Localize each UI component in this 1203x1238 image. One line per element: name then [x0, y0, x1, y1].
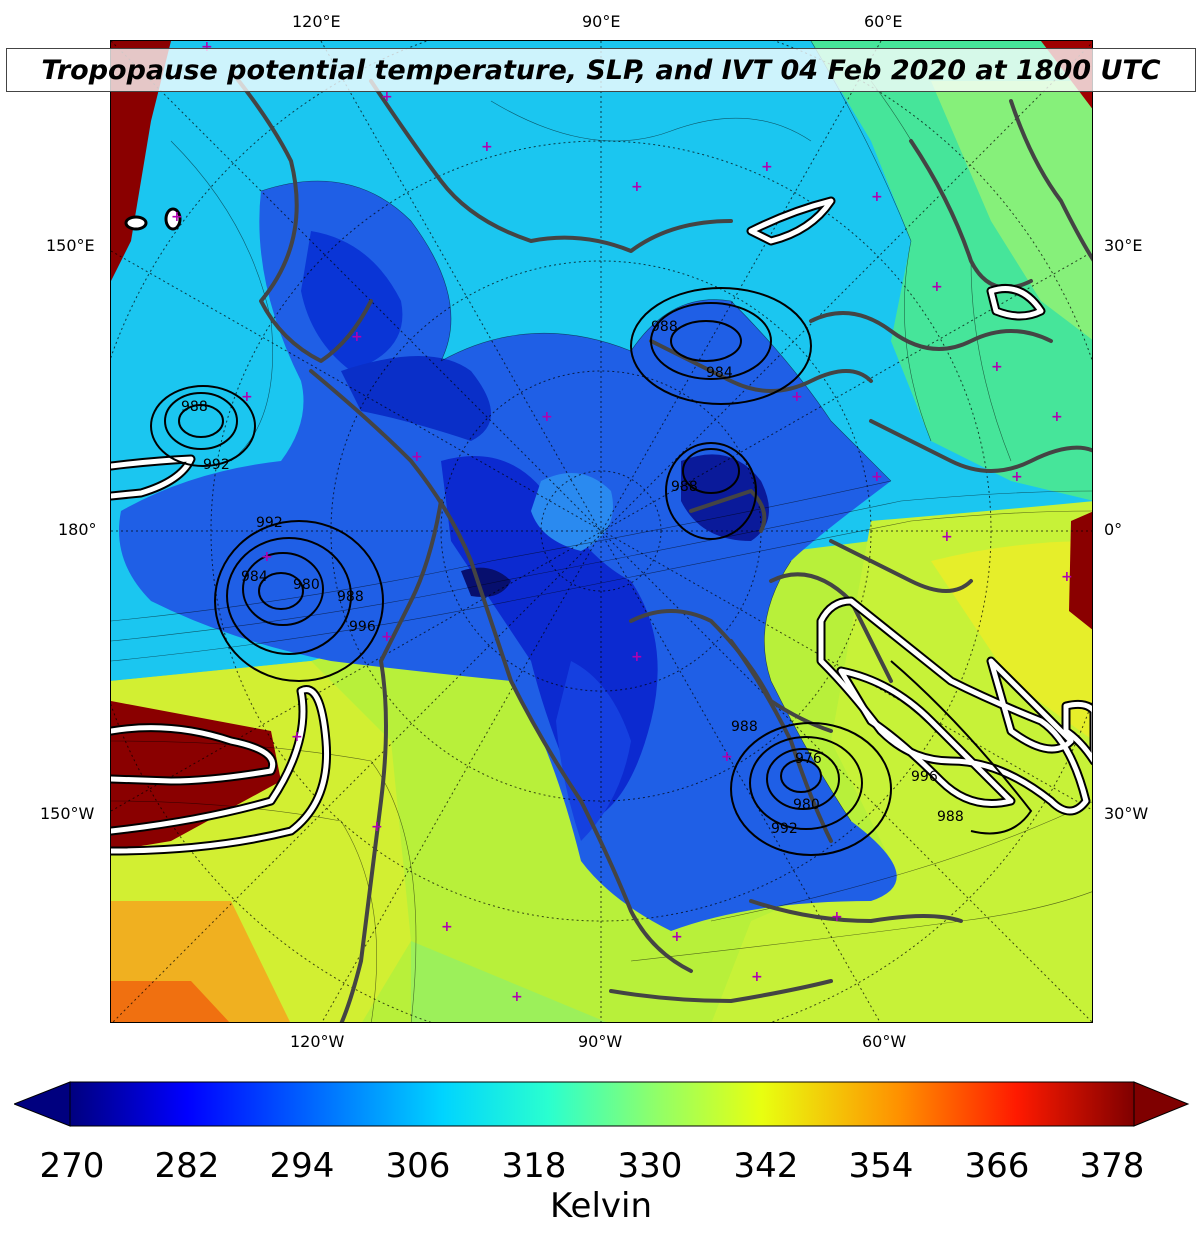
station-marker: +	[871, 189, 883, 205]
theta-red-region-e	[1069, 511, 1092, 630]
slp-label: 984	[241, 569, 268, 585]
lon-label-bottom: 120°W	[290, 1032, 345, 1051]
map-title: Tropopause potential temperature, SLP, a…	[41, 54, 1161, 86]
colorbar-tick: 378	[1079, 1146, 1145, 1186]
graticule	[111, 41, 1092, 1022]
station-marker: +	[671, 929, 683, 945]
lon-label-right: 0°	[1104, 520, 1123, 539]
map-panel: + + + + + + + + + + + + + + + + + + + +	[110, 40, 1093, 1023]
colorbar-tick: 330	[617, 1146, 683, 1186]
station-marker: +	[721, 749, 733, 765]
station-markers: + + + + + + + + + + + + + + + + + + + +	[171, 41, 1073, 1005]
lon-label-left: 150°W	[40, 804, 95, 823]
slp-label: 992	[203, 457, 230, 473]
station-marker: +	[991, 359, 1003, 375]
colorbar-unit-label: Kelvin	[549, 1186, 653, 1226]
station-marker: +	[871, 469, 883, 485]
lon-label-top: 60°E	[864, 12, 903, 31]
station-marker: +	[761, 159, 773, 175]
lon-label-left: 180°	[58, 520, 97, 539]
slp-label: 988	[181, 399, 208, 415]
colorbar-max-extension	[1133, 1081, 1190, 1127]
title-box: Tropopause potential temperature, SLP, a…	[6, 48, 1196, 92]
station-marker: +	[1051, 409, 1063, 425]
slp-contours	[150, 287, 1033, 856]
station-marker: +	[381, 629, 393, 645]
station-marker: +	[441, 919, 453, 935]
slp-label: 980	[293, 577, 320, 593]
slp-label: 976	[795, 751, 822, 767]
station-marker: +	[171, 209, 183, 225]
theta-yellowgreen-region-ne	[931, 81, 1092, 340]
theta-yellow-core-se	[931, 541, 1092, 740]
station-marker: +	[541, 409, 553, 425]
colorbar-tick: 318	[501, 1146, 567, 1186]
lon-label-right: 30°E	[1104, 236, 1143, 255]
slp-label: 988	[651, 319, 678, 335]
cold-core-pocket	[461, 567, 511, 597]
slp-label-group: 988 992 984 980 988 996 988 984 992 988 …	[181, 319, 964, 837]
station-marker: +	[381, 89, 393, 105]
station-marker: +	[241, 389, 253, 405]
lon-label-right: 30°W	[1104, 804, 1149, 823]
slp-label: 996	[349, 619, 376, 635]
lon-label-bottom: 90°W	[578, 1032, 623, 1051]
colorbar-gradient	[69, 1081, 1135, 1127]
theta-orange-core-sw	[111, 981, 230, 1022]
station-marker: +	[1061, 569, 1073, 585]
slp-label: 996	[911, 769, 938, 785]
station-marker: +	[631, 649, 643, 665]
station-marker: +	[411, 449, 423, 465]
station-marker: +	[831, 909, 843, 925]
station-marker: +	[481, 139, 493, 155]
cold-core-nw	[301, 231, 403, 371]
lon-label-top: 120°E	[292, 12, 341, 31]
colorbar	[14, 1081, 1190, 1127]
colorbar-tick: 294	[269, 1146, 335, 1186]
colorbar-tick: 270	[39, 1146, 105, 1186]
trough-tongue-south	[556, 661, 631, 841]
lon-label-top: 90°E	[582, 12, 621, 31]
station-marker: +	[261, 549, 273, 565]
station-marker: +	[371, 819, 383, 835]
slp-label: 980	[793, 797, 820, 813]
station-marker: +	[751, 969, 763, 985]
lon-label-bottom: 60°W	[862, 1032, 907, 1051]
ivt-contours	[111, 196, 1092, 856]
colorbar-tick: 342	[733, 1146, 799, 1186]
slp-label: 988	[937, 809, 964, 825]
station-marker: +	[511, 989, 523, 1005]
slp-label: 992	[771, 821, 798, 837]
slp-label: 992	[256, 515, 283, 531]
slp-label: 988	[731, 719, 758, 735]
coastlines	[229, 69, 1092, 1022]
colorbar-min-extension	[14, 1081, 71, 1127]
tropopause-theta-map: + + + + + + + + + + + + + + + + + + + +	[111, 41, 1092, 1022]
station-marker: +	[791, 389, 803, 405]
station-marker: +	[351, 329, 363, 345]
station-marker: +	[1011, 469, 1023, 485]
slp-label: 988	[337, 589, 364, 605]
colorbar-tick: 354	[848, 1146, 914, 1186]
station-marker: +	[931, 279, 943, 295]
station-marker: +	[941, 529, 953, 545]
slp-label: 988	[671, 479, 698, 495]
colorbar-tick: 366	[964, 1146, 1030, 1186]
colorbar-tick: 282	[154, 1146, 220, 1186]
colorbar-tick: 306	[385, 1146, 451, 1186]
station-marker: +	[291, 729, 303, 745]
station-marker: +	[631, 179, 643, 195]
lon-label-left: 150°E	[46, 236, 95, 255]
slp-label: 984	[706, 365, 733, 381]
